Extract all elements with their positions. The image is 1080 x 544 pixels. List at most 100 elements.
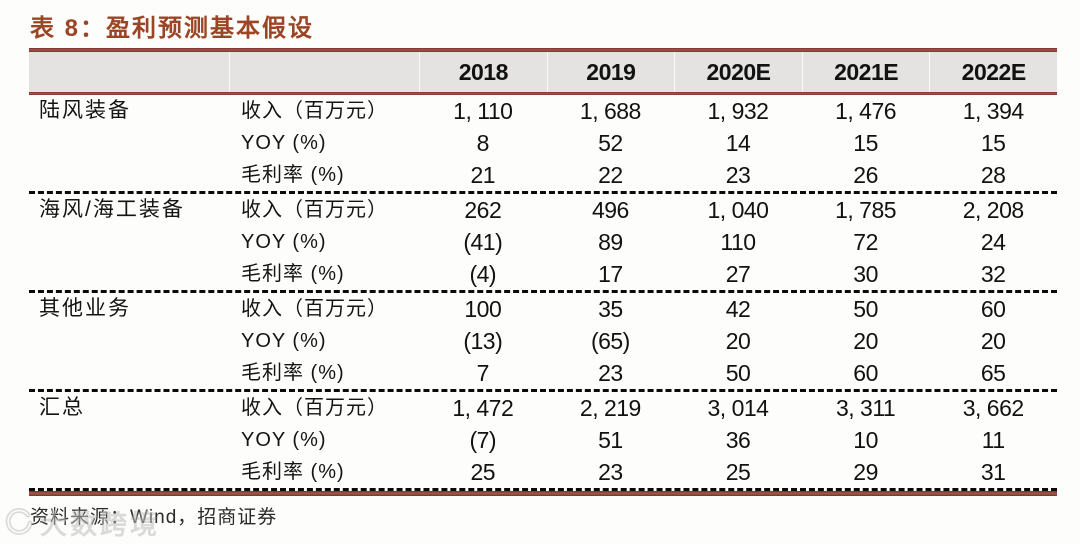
cell-value: 27 — [725, 261, 751, 287]
table-title: 表 8：盈利预测基本假设 — [30, 15, 315, 42]
table-row: 其他业务 收入（百万元） 100 35 42 50 60 — [29, 293, 1057, 325]
cell-value: 22 — [598, 162, 623, 188]
cell-value: 50 — [853, 296, 878, 322]
cell-value: 23 — [725, 162, 751, 188]
cell-value: 15 — [980, 130, 1006, 156]
table-row: 毛利率 (%) 21 22 23 26 28 — [29, 159, 1057, 191]
row-label: 收入（百万元） — [241, 397, 388, 419]
cell-value: 28 — [980, 162, 1006, 188]
source-note-text: 资料来源：Wind，招商证券 — [30, 507, 278, 528]
cell-value: (13) — [463, 328, 503, 354]
table-header-row: 2018 2019 2020E 2021E 2022E — [29, 52, 1057, 92]
cell-value: 26 — [853, 162, 878, 188]
table-row: 毛利率 (%) 7 23 50 60 65 — [29, 357, 1057, 389]
cell-value: (41) — [463, 229, 503, 255]
profit-forecast-table: 2018 2019 2020E 2021E 2022E 陆风装备 收入（百万元）… — [29, 48, 1057, 496]
table-row: YOY (%) (41) 89 110 72 24 — [29, 226, 1057, 258]
cell-value: 23 — [598, 459, 623, 485]
cell-value: 496 — [591, 197, 629, 223]
spacer-cell — [29, 424, 229, 456]
cell-value: 52 — [598, 130, 623, 156]
group-label: 汇总 — [39, 396, 85, 419]
cell-value: 60 — [853, 360, 878, 386]
cell-value: 100 — [464, 296, 502, 322]
cell-value: 15 — [853, 130, 878, 156]
cell-value: 1, 040 — [707, 197, 769, 223]
cell-value: 3, 311 — [835, 395, 896, 421]
spacer-cell — [29, 159, 229, 191]
cell-value: 50 — [725, 360, 751, 386]
table-bottom-border — [29, 491, 1057, 496]
table-row: 陆风装备 收入（百万元） 1, 110 1, 688 1, 932 1, 476… — [29, 95, 1057, 127]
cell-value: 8 — [476, 130, 490, 156]
spacer-cell — [29, 258, 229, 290]
cell-value: 10 — [853, 427, 878, 453]
spacer-cell — [29, 226, 229, 258]
group-label: 其他业务 — [39, 297, 131, 320]
cell-value: 29 — [853, 459, 878, 485]
cell-value: 17 — [598, 261, 623, 287]
table-group-offshore-wind: 海风/海工装备 收入（百万元） 262 496 1, 040 1, 785 2,… — [29, 194, 1057, 293]
spacer-cell — [229, 52, 419, 92]
cell-value: 14 — [725, 130, 751, 156]
spacer-cell — [29, 456, 229, 488]
cell-value: 20 — [725, 328, 751, 354]
cell-value: 21 — [470, 162, 496, 188]
year-header: 2019 — [546, 52, 675, 92]
cell-value: (7) — [469, 427, 497, 453]
cell-value: 110 — [720, 229, 756, 255]
cell-value: (4) — [469, 261, 497, 287]
cell-value: 1, 785 — [835, 197, 897, 223]
table-group-total: 汇总 收入（百万元） 1, 472 2, 219 3, 014 3, 311 3… — [29, 392, 1057, 491]
table-row: YOY (%) 8 52 14 15 15 — [29, 127, 1057, 159]
cell-value: 23 — [598, 360, 623, 386]
cell-value: 51 — [598, 427, 623, 453]
spacer-cell — [29, 325, 229, 357]
table-row: 海风/海工装备 收入（百万元） 262 496 1, 040 1, 785 2,… — [29, 194, 1057, 226]
cell-value: 20 — [980, 328, 1006, 354]
cell-value: (65) — [590, 328, 630, 354]
table-row: YOY (%) (7) 51 36 10 11 — [29, 424, 1057, 456]
cell-value: 24 — [980, 229, 1006, 255]
year-header: 2022E — [929, 52, 1057, 92]
cell-value: 30 — [853, 261, 878, 287]
cell-value: 1, 932 — [707, 98, 769, 124]
row-label: YOY (%) — [241, 231, 327, 253]
spacer-cell — [29, 127, 229, 159]
spacer-cell — [29, 357, 229, 389]
table-group-other-business: 其他业务 收入（百万元） 100 35 42 50 60 YOY (%) (13… — [29, 293, 1057, 392]
cell-value: 3, 662 — [962, 395, 1024, 421]
row-label: 毛利率 (%) — [241, 461, 345, 483]
row-label: YOY (%) — [241, 132, 327, 154]
cell-value: 32 — [980, 261, 1006, 287]
row-label: YOY (%) — [241, 429, 327, 451]
row-label: 毛利率 (%) — [241, 263, 345, 285]
cell-value: 3, 014 — [707, 395, 769, 421]
cell-value: 20 — [853, 328, 878, 354]
group-label: 陆风装备 — [39, 99, 131, 122]
row-label: 收入（百万元） — [241, 100, 388, 122]
cell-value: 1, 476 — [835, 98, 897, 124]
spacer-cell — [29, 52, 229, 92]
cell-value: 1, 394 — [962, 98, 1024, 124]
cell-value: 2, 208 — [962, 197, 1024, 223]
cell-value: 1, 472 — [452, 395, 514, 421]
header-bottom-border — [29, 92, 1057, 95]
group-label: 海风/海工装备 — [39, 198, 185, 221]
row-label: 收入（百万元） — [241, 199, 388, 221]
source-note: 资料来源：Wind，招商证券 — [30, 502, 277, 529]
cell-value: 60 — [980, 296, 1006, 322]
table-row: 汇总 收入（百万元） 1, 472 2, 219 3, 014 3, 311 3… — [29, 392, 1057, 424]
cell-value: 1, 688 — [579, 98, 641, 124]
row-label: 收入（百万元） — [241, 298, 388, 320]
row-label: 毛利率 (%) — [241, 164, 345, 186]
cell-value: 25 — [470, 459, 496, 485]
row-label: YOY (%) — [241, 330, 327, 352]
row-label: 毛利率 (%) — [241, 362, 345, 384]
year-header: 2020E — [674, 52, 802, 92]
cell-value: 72 — [853, 229, 878, 255]
table-row: 毛利率 (%) (4) 17 27 30 32 — [29, 258, 1057, 290]
table-top-border — [29, 48, 1057, 52]
year-header: 2021E — [801, 52, 930, 92]
